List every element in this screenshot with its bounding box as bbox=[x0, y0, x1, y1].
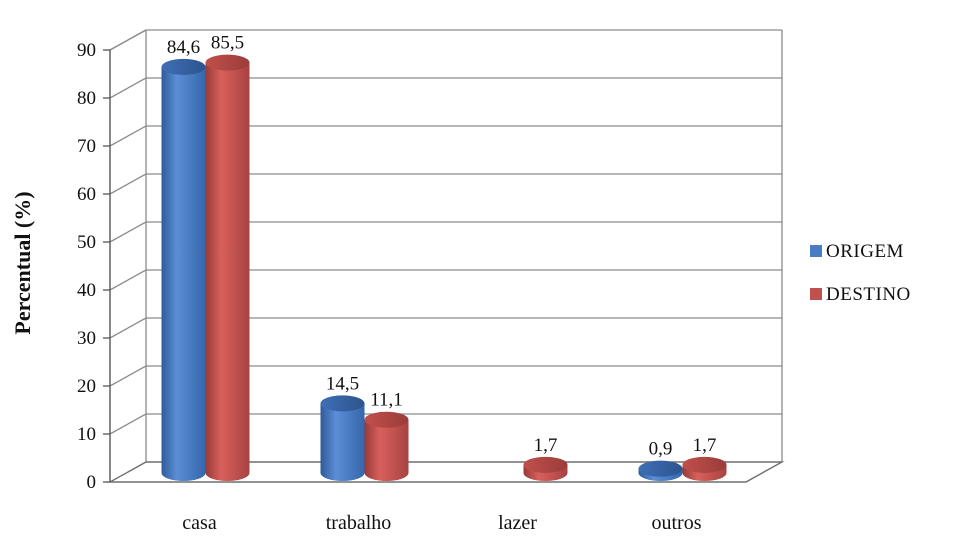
bar-top bbox=[161, 58, 206, 75]
legend-item-destino: DESTINO bbox=[810, 284, 911, 305]
legend: ORIGEM DESTINO bbox=[810, 241, 911, 305]
bar-destino-trabalho bbox=[364, 411, 409, 481]
gridline-side bbox=[109, 77, 147, 99]
y-tick-label: 90 bbox=[77, 40, 96, 61]
y-tick-label: 70 bbox=[77, 136, 96, 157]
y-tick-label: 30 bbox=[77, 328, 96, 349]
gridline-side bbox=[109, 173, 147, 195]
y-tick-label: 40 bbox=[77, 280, 96, 301]
bar-destino-lazer bbox=[523, 456, 568, 481]
y-tick-label: 0 bbox=[87, 472, 97, 493]
legend-label: ORIGEM bbox=[826, 241, 904, 262]
data-label: 14,5 bbox=[326, 373, 359, 394]
gridline-side bbox=[109, 317, 147, 339]
gridline-side bbox=[109, 365, 147, 387]
bar-destino-casa bbox=[205, 54, 250, 481]
bar-top bbox=[205, 54, 250, 71]
bar-destino-outros bbox=[682, 456, 727, 481]
gridline-side bbox=[109, 125, 147, 147]
y-axis-title: Percentual (%) bbox=[10, 191, 35, 334]
grid-layer bbox=[109, 29, 783, 462]
x-tick-label: trabalho bbox=[326, 512, 392, 533]
bar-top bbox=[682, 456, 727, 473]
floor bbox=[107, 461, 785, 483]
gridline-side bbox=[109, 269, 147, 291]
bar-body bbox=[364, 419, 409, 481]
data-label: 1,7 bbox=[693, 435, 717, 456]
data-label: 1,7 bbox=[534, 435, 558, 456]
bar-top bbox=[364, 411, 409, 428]
legend-label: DESTINO bbox=[826, 284, 911, 305]
x-tick-label: casa bbox=[182, 512, 217, 533]
bar-body bbox=[161, 66, 206, 481]
data-label: 0,9 bbox=[649, 439, 673, 460]
axis-layer: 0 10 20 30 40 50 60 70 80 90 bbox=[77, 40, 785, 493]
data-label: 11,1 bbox=[370, 390, 403, 411]
legend-swatch bbox=[810, 245, 822, 257]
bar-top bbox=[638, 460, 683, 477]
y-tick-label: 60 bbox=[77, 184, 96, 205]
gridline-side bbox=[109, 29, 147, 51]
data-label: 84,6 bbox=[167, 37, 200, 58]
gridline-side bbox=[109, 221, 147, 243]
data-label: 85,5 bbox=[211, 33, 244, 54]
bar-body bbox=[205, 62, 250, 481]
bar-origem-trabalho bbox=[320, 395, 365, 481]
y-tick-label: 10 bbox=[77, 424, 96, 445]
legend-item-origem: ORIGEM bbox=[810, 241, 904, 262]
x-tick-label: outros bbox=[652, 512, 702, 533]
bar-top bbox=[320, 395, 365, 412]
y-tick-label: 80 bbox=[77, 88, 96, 109]
bar-origem-casa bbox=[161, 58, 206, 481]
x-tick-label: lazer bbox=[498, 512, 537, 533]
bar-origem-outros bbox=[638, 460, 683, 481]
labels-layer: casa 84,6 85,5 trabalho 14,5 11,1 lazer 1,7 outr… bbox=[167, 33, 717, 534]
bars-layer bbox=[161, 54, 727, 481]
gridline-side bbox=[109, 413, 147, 435]
bar-top bbox=[523, 456, 568, 473]
legend-swatch bbox=[810, 288, 822, 300]
y-tick-label: 50 bbox=[77, 232, 96, 253]
bar-body bbox=[320, 403, 365, 481]
y-tick-label: 20 bbox=[77, 376, 96, 397]
